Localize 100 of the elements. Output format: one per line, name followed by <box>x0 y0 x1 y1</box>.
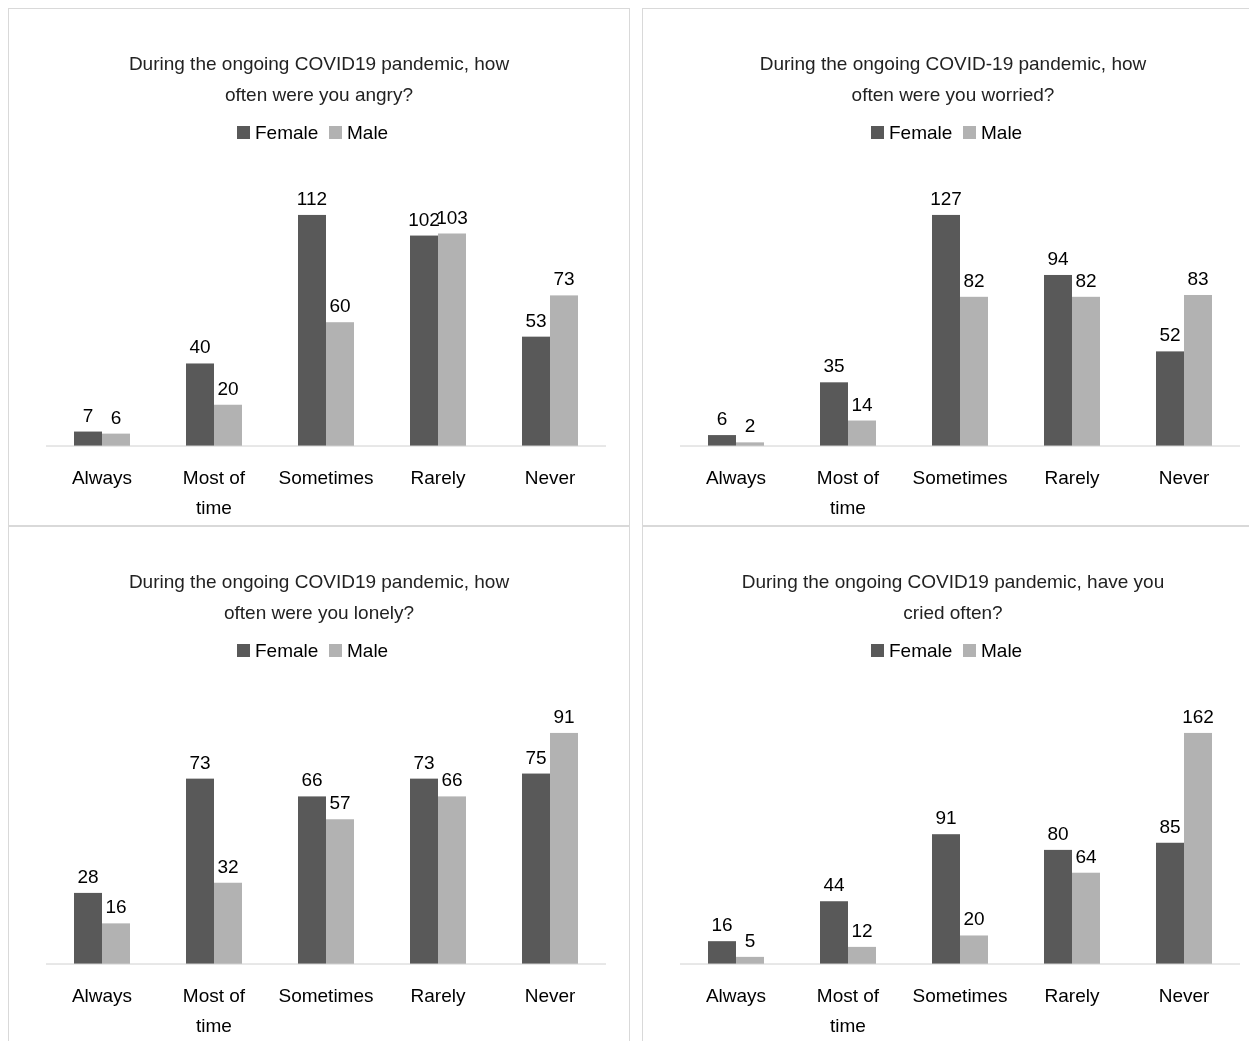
bar <box>932 214 960 446</box>
bar <box>960 935 988 964</box>
x-tick-label: Most of time <box>816 467 880 518</box>
bar <box>960 296 988 446</box>
data-label: 32 <box>217 855 239 877</box>
data-label: 35 <box>823 355 845 377</box>
x-tick-label: Never <box>1158 985 1211 1006</box>
data-label: 6 <box>110 406 122 428</box>
data-label: 83 <box>1187 267 1209 289</box>
data-label: 20 <box>217 377 239 399</box>
legend-label: Female <box>889 640 953 661</box>
x-tick-label: Never <box>524 985 577 1006</box>
data-label: 28 <box>77 865 99 887</box>
data-label: 91 <box>553 705 575 727</box>
data-label: 73 <box>553 268 575 290</box>
x-tick-label: Sometimes <box>278 467 374 488</box>
legend-label: Male <box>981 640 1023 661</box>
bar <box>522 773 550 964</box>
data-label: 7 <box>82 404 94 426</box>
data-label: 91 <box>935 807 957 829</box>
bar <box>410 778 438 964</box>
x-tick-label: Most of time <box>182 467 246 518</box>
x-tick-label: Sometimes <box>912 985 1008 1006</box>
x-tick-label: Sometimes <box>912 467 1008 488</box>
bar <box>74 431 102 446</box>
data-label: 2 <box>744 415 756 437</box>
bar <box>298 796 326 964</box>
bar <box>410 235 438 446</box>
chart-title: During the ongoing COVID19 pandemic, have you cried often? <box>741 571 1165 623</box>
legend-label: Female <box>255 640 319 661</box>
x-tick-label: Never <box>1158 467 1211 488</box>
data-label: 16 <box>105 896 127 918</box>
data-label: 94 <box>1047 247 1069 269</box>
data-label: 66 <box>301 769 323 791</box>
chart-title: During the ongoing COVID19 pandemic, how often were you lonely? <box>128 571 510 623</box>
bar <box>848 420 876 446</box>
bar <box>522 336 550 446</box>
x-tick-label: Most of time <box>182 985 246 1036</box>
x-tick-label: Always <box>71 985 133 1006</box>
bar <box>708 941 736 964</box>
bar <box>298 214 326 446</box>
bar <box>550 732 578 964</box>
data-label: 53 <box>525 309 547 331</box>
data-label: 80 <box>1047 822 1069 844</box>
bar <box>186 778 214 964</box>
data-label: 162 <box>1182 705 1214 727</box>
data-label: 66 <box>441 769 463 791</box>
legend-label: Male <box>981 122 1023 143</box>
legend-label: Male <box>347 122 389 143</box>
bar <box>1044 849 1072 964</box>
data-label: 52 <box>1159 324 1181 346</box>
bar <box>102 923 130 964</box>
x-tick-label: Never <box>524 467 577 488</box>
x-tick-label: Always <box>71 467 133 488</box>
legend-label: Female <box>889 122 953 143</box>
bar <box>1072 872 1100 964</box>
bar <box>1044 274 1072 446</box>
legend-label: Female <box>255 122 319 143</box>
data-label: 73 <box>189 751 211 773</box>
data-label: 6 <box>716 408 728 430</box>
bar <box>1184 732 1212 964</box>
chart-title: During the ongoing COVID-19 pandemic, how often were you worried? <box>759 53 1147 105</box>
data-label: 40 <box>189 336 211 358</box>
data-label: 64 <box>1075 845 1097 867</box>
data-label: 12 <box>851 919 873 941</box>
legend-label: Male <box>347 640 389 661</box>
x-tick-label: Rarely <box>410 467 466 488</box>
data-label: 82 <box>963 269 985 291</box>
x-tick-label: Rarely <box>1044 467 1100 488</box>
data-label: 16 <box>711 914 733 936</box>
bar <box>550 295 578 446</box>
bar <box>1156 351 1184 446</box>
data-label: 85 <box>1159 815 1181 837</box>
bar <box>326 819 354 964</box>
bar <box>1072 296 1100 446</box>
bar <box>848 946 876 964</box>
bar <box>820 901 848 964</box>
bar <box>326 322 354 446</box>
data-label: 57 <box>329 792 351 814</box>
bar <box>932 834 960 964</box>
bar <box>74 892 102 964</box>
data-label: 5 <box>744 929 756 951</box>
data-label: 75 <box>525 746 547 768</box>
bar <box>438 796 466 964</box>
data-label: 44 <box>823 874 845 896</box>
bar <box>1184 294 1212 446</box>
data-label: 60 <box>329 295 351 317</box>
bar <box>820 382 848 446</box>
x-tick-label: Most of time <box>816 985 880 1036</box>
data-label: 73 <box>413 751 435 773</box>
data-label: 112 <box>296 187 328 209</box>
bar <box>1156 842 1184 964</box>
x-tick-label: Always <box>705 985 767 1006</box>
x-tick-label: Always <box>705 467 767 488</box>
bar <box>214 404 242 446</box>
bar <box>708 435 736 446</box>
bar <box>186 363 214 446</box>
data-label: 20 <box>963 908 985 930</box>
chart-title: During the ongoing COVID19 pandemic, how often were you angry? <box>128 53 510 105</box>
x-tick-label: Sometimes <box>278 985 374 1006</box>
